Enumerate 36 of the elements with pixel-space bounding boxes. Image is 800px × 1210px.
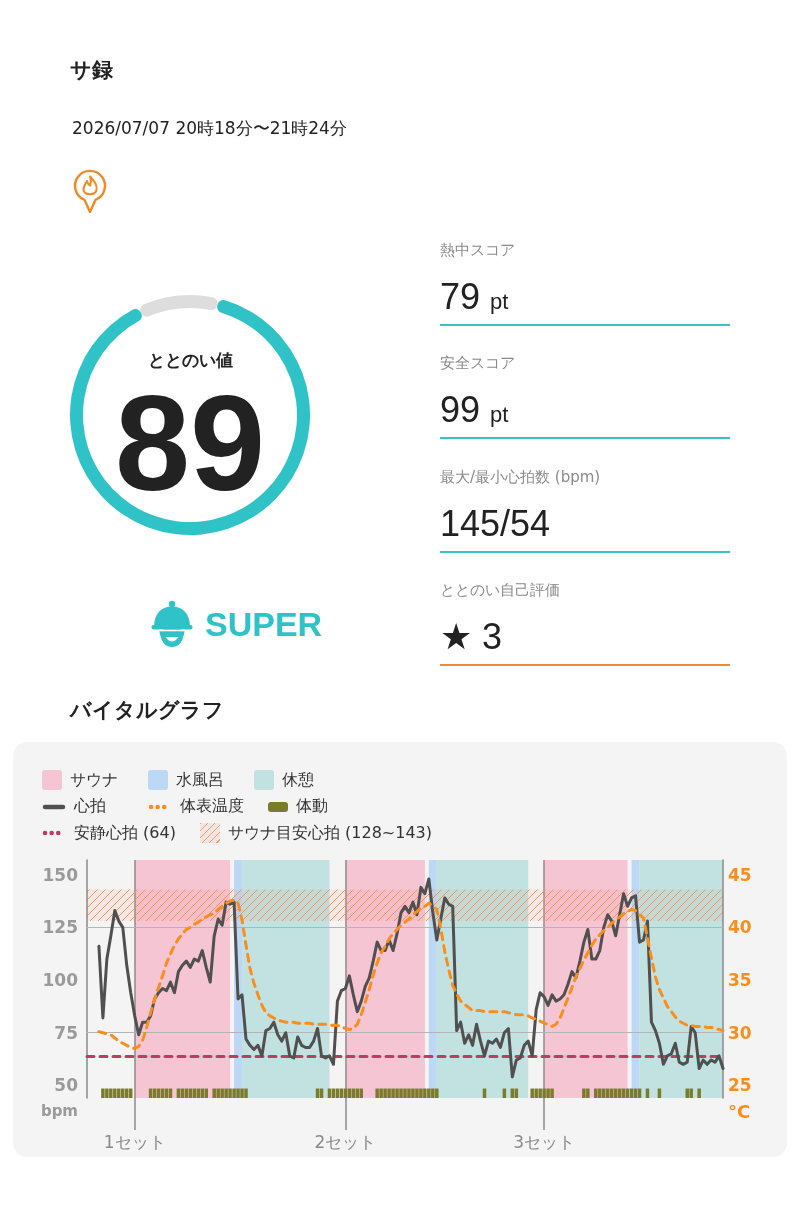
legend-label: 心拍 <box>74 796 106 817</box>
y2-tick-label: 40 <box>728 917 752 938</box>
text: SUPER <box>205 604 323 644</box>
y-tick-label: 125 <box>42 917 78 938</box>
text: 79 pt <box>440 275 509 319</box>
text: ★ 3 <box>440 614 503 659</box>
text: ととのい自己評価 <box>440 579 560 600</box>
legend-label: 水風呂 <box>176 769 224 791</box>
y-tick-label: 150 <box>42 864 79 885</box>
text: サ録 <box>70 57 113 84</box>
x-tick-label: 3セット <box>513 1131 576 1152</box>
y2-tick-label: 45 <box>728 864 752 885</box>
y2-tick-label: 25 <box>728 1075 752 1096</box>
x-tick-label: 2セット <box>314 1131 377 1152</box>
legend-label: 体表温度 <box>180 796 244 817</box>
text: 最大/最小心拍数 (bpm) <box>440 466 601 487</box>
y-tick-label: 50 <box>54 1075 79 1096</box>
text: 安全スコア <box>440 353 515 374</box>
legend-label: 休憩 <box>282 769 314 791</box>
text: 2026/07/07 20時18分〜21時24分 <box>72 117 347 140</box>
legend-label: サウナ <box>70 769 118 791</box>
x-tick-label: 1セット <box>103 1131 166 1152</box>
y2-tick-label: 30 <box>728 1022 752 1043</box>
y-axis-title: bpm <box>40 1102 78 1120</box>
legend-label: サウナ目安心拍 (128~143) <box>227 822 432 844</box>
y2-axis-title: °C <box>728 1100 751 1122</box>
text: 99 pt <box>440 388 509 433</box>
text: 熱中スコア <box>440 240 515 260</box>
chart-title: バイタルグラフ <box>70 697 224 724</box>
y2-tick-label: 35 <box>728 970 752 991</box>
legend-label: 安静心拍 (64) <box>74 822 176 844</box>
legend-label: 体動 <box>296 796 328 817</box>
text: 145/54 <box>440 501 551 546</box>
text: ととのい値 <box>147 349 233 370</box>
y-tick-label: 75 <box>54 1022 78 1043</box>
y-tick-label: 100 <box>42 970 79 991</box>
